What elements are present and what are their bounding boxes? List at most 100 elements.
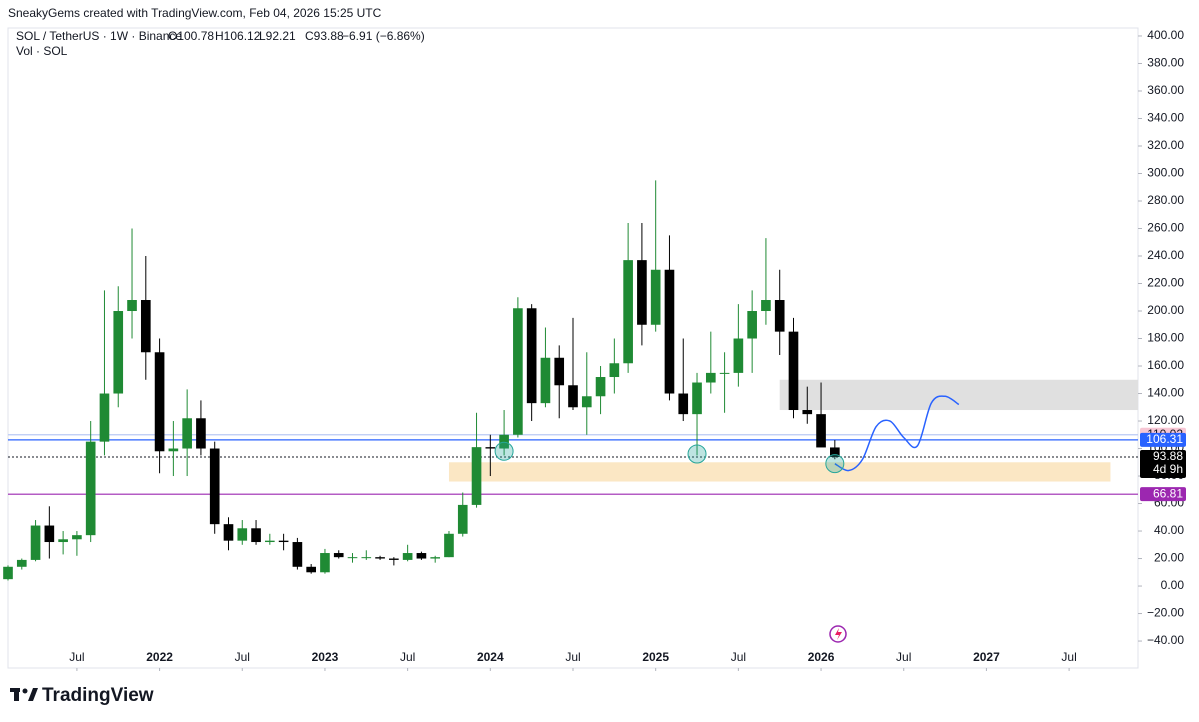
y-tick-label: 20.00: [1154, 551, 1184, 565]
candle-body: [182, 418, 192, 449]
price-label-bg: [1140, 432, 1186, 447]
ohlc-open: O100.78: [168, 29, 214, 43]
candle-body: [265, 540, 275, 543]
y-tick-label: 260.00: [1147, 221, 1184, 235]
x-tick-label: 2022: [146, 650, 173, 664]
candle-body: [457, 504, 468, 534]
candle-body: [705, 372, 716, 383]
x-tick-label: Jul: [731, 650, 746, 664]
price-label: 66.81: [1153, 486, 1183, 500]
ohlc-high: H106.12: [215, 29, 261, 43]
y-tick-label: 320.00: [1147, 138, 1184, 152]
candle-body: [375, 557, 385, 559]
y-tick-label: 240.00: [1147, 248, 1184, 262]
candle-body: [637, 260, 647, 325]
candle-body: [72, 535, 82, 540]
y-tick-label: 280.00: [1147, 193, 1184, 207]
candle-body: [44, 525, 55, 543]
price-label-bg: [1140, 487, 1186, 502]
candle-body: [237, 528, 248, 541]
candle-body: [609, 363, 620, 378]
candle-body: [416, 553, 427, 559]
x-tick-label: Jul: [1061, 650, 1076, 664]
y-tick-label: 180.00: [1147, 331, 1184, 345]
candle-body: [678, 393, 689, 415]
y-tick-label: 140.00: [1147, 386, 1184, 400]
candle-body: [761, 300, 771, 312]
candle-body: [802, 410, 813, 415]
y-tick-label: 220.00: [1147, 276, 1184, 290]
y-tick-label: 300.00: [1147, 166, 1184, 180]
candle-body: [3, 566, 13, 580]
y-tick-label: 40.00: [1154, 523, 1184, 537]
candle-body: [526, 308, 537, 404]
candle-body: [554, 357, 565, 386]
y-tick-label: 160.00: [1147, 358, 1184, 372]
x-tick-label: Jul: [69, 650, 84, 664]
y-tick-label: 400.00: [1147, 28, 1184, 42]
brand-logo: [10, 688, 38, 701]
brand: TradingView: [42, 685, 154, 706]
candle-body: [278, 540, 289, 543]
marker: [687, 444, 707, 464]
candle-body: [830, 447, 840, 457]
candle-body: [30, 525, 41, 560]
countdown: 4d 9h: [1153, 462, 1183, 476]
marker: [825, 454, 845, 474]
y-tick-label: 120.00: [1147, 413, 1184, 427]
price-label: 93.88: [1153, 449, 1183, 463]
candle-body: [540, 357, 551, 404]
plot: [3, 180, 1138, 581]
candle-body: [513, 308, 523, 435]
candle-body: [168, 448, 179, 452]
candle-body: [333, 553, 344, 558]
candle-body: [306, 566, 316, 573]
candle-body: [389, 558, 399, 560]
candle-body: [499, 434, 509, 449]
candle-body: [402, 553, 413, 560]
candle-body: [223, 524, 234, 541]
y-tick-label: −20.00: [1147, 606, 1184, 620]
ohlc-close: C93.88: [305, 29, 344, 43]
projection: [834, 395, 960, 472]
candle-body: [209, 448, 220, 525]
candle-body: [16, 559, 27, 567]
x-tick-label: Jul: [235, 650, 250, 664]
event-icon: [829, 625, 847, 643]
candle-body: [85, 441, 96, 536]
y-tick-label: 360.00: [1147, 83, 1184, 97]
candle-body: [692, 382, 702, 415]
y-tick-label: 380.00: [1147, 56, 1184, 70]
price-label-bg: [1140, 449, 1186, 478]
x-tick-label: 2026: [808, 650, 835, 664]
candle-body: [471, 447, 482, 505]
candle-body: [292, 542, 303, 567]
zone: [779, 379, 1138, 411]
candle-body: [485, 447, 496, 449]
candle-body: [788, 331, 799, 411]
candle-body: [816, 414, 826, 448]
y-tick-label: 200.00: [1147, 303, 1184, 317]
price-label: 106.31: [1146, 432, 1183, 446]
x-tick-label: Jul: [400, 650, 415, 664]
attribution: SneakyGems created with TradingView.com,…: [8, 6, 382, 20]
candle-body: [623, 260, 633, 364]
candle-body: [664, 269, 675, 394]
volume-label: Vol · SOL: [16, 44, 68, 58]
x-tick-label: 2024: [477, 650, 504, 664]
candle-body: [595, 377, 606, 397]
x-tick-label: Jul: [896, 650, 911, 664]
symbol: SOL / TetherUS · 1W · Binance: [16, 29, 182, 43]
y-tick-label: −40.00: [1147, 633, 1184, 647]
candle-body: [774, 300, 785, 332]
candle-body: [430, 557, 441, 559]
x-tick-label: 2027: [973, 650, 1000, 664]
candle-body: [719, 372, 730, 374]
candle-body: [154, 352, 165, 452]
candle-body: [113, 311, 124, 394]
candle-body: [568, 385, 578, 408]
candle-body: [650, 269, 661, 325]
ohlc-low: L92.21: [259, 29, 296, 43]
y-tick-label: 340.00: [1147, 111, 1184, 125]
